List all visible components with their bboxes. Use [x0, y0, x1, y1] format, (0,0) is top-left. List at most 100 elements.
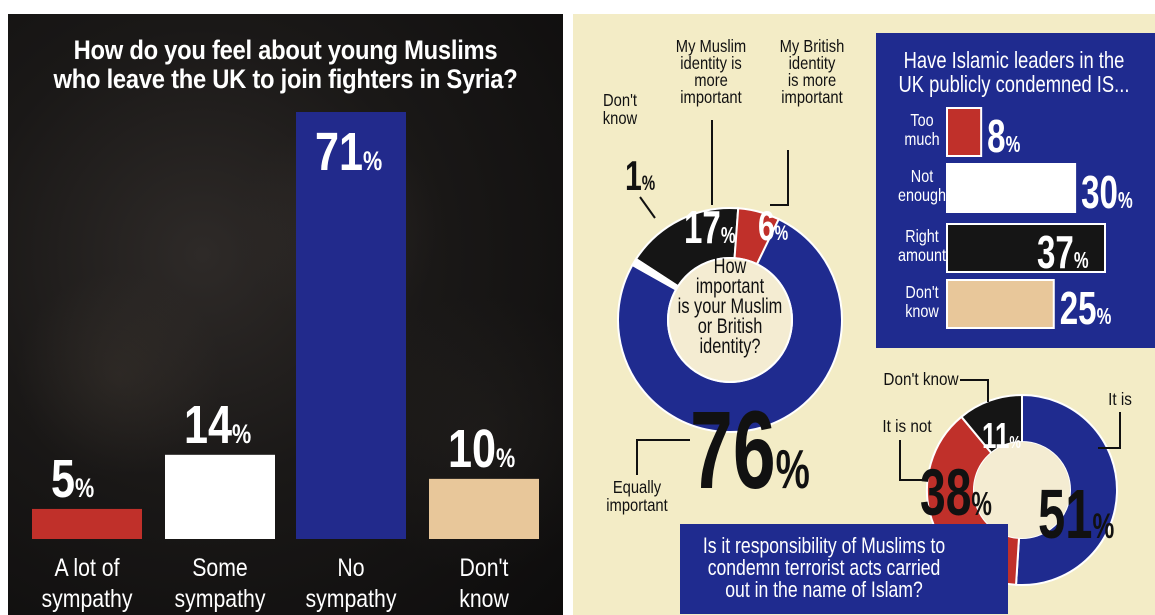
title-line-2: who leave the UK to join fighters in Syr…: [53, 64, 518, 94]
identity-value-dontknow: 1%: [625, 152, 655, 199]
identity-value-british-number: 6: [758, 202, 775, 249]
bar-value-label-3-group: 10%: [448, 419, 515, 479]
callout-muslim-line-2: more: [694, 71, 728, 91]
responsibility-value-itis-group: 51%: [1038, 474, 1114, 553]
category-label-3-group: Don't know: [459, 553, 509, 612]
leader-line-equally: [636, 439, 690, 475]
responsibility-value-dontknow-unit: %: [1009, 433, 1021, 453]
condemn-title-line-1: UK publicly condemned IS...: [899, 72, 1130, 97]
category-label-1-line-0: Some: [192, 553, 247, 581]
responsibility-value-dontknow-number: 11: [982, 416, 1009, 456]
callout-british-line-1: identity: [789, 54, 836, 74]
condemn-category-1-line-1: enough: [898, 186, 946, 206]
leader-line-itis: [1098, 412, 1121, 449]
responsibility-value-dontknow: 11%: [982, 416, 1021, 456]
identity-value-muslim-group: 17%: [684, 203, 736, 253]
condemn-category-2-line-1: amount: [898, 246, 946, 266]
bar-0: [32, 508, 142, 539]
condemn-category-0-line-1: much: [904, 130, 939, 150]
leader-line-itisnot: [899, 440, 926, 481]
identity-value-equally-group: 76%: [690, 390, 810, 513]
responsibility-question-group: Is it responsibility of Muslims tocondem…: [703, 534, 945, 602]
condemn-value-0-group: 8%: [987, 112, 1020, 162]
bar-value-label-3-number: 10: [448, 419, 496, 479]
bar-value-label-1: 14%: [184, 395, 251, 455]
condemn-bar-3: [946, 279, 1055, 329]
identity-value-british-unit: %: [775, 220, 788, 244]
bar-value-label-3-unit: %: [496, 444, 515, 474]
condemn-value-3-number: 25: [1060, 284, 1097, 334]
responsibility-value-itisnot-number: 38: [920, 456, 971, 530]
identity-value-muslim-unit: %: [721, 223, 736, 248]
responsibility-donut-center: [974, 442, 1070, 538]
category-label-3-line-0: Don't: [460, 553, 509, 581]
callout-british-line-3: important: [781, 88, 843, 108]
sympathy-chart-title: How do you feel about young Muslims who …: [41, 36, 529, 94]
label-itisnot-line-0: It is not: [882, 416, 932, 436]
identity-question-line-0: How: [714, 254, 747, 277]
category-label-3-line-1: know: [459, 584, 509, 612]
identity-value-british: 6%: [758, 202, 788, 249]
bar-value-label-0-number: 5: [51, 449, 75, 509]
identity-donut-center: [667, 257, 793, 383]
identity-question-line-1: important: [696, 274, 765, 297]
bar-value-label-2-group: 71%: [315, 123, 382, 183]
condemn-value-2-unit: %: [1074, 248, 1089, 273]
responsibility-value-itis-number: 51: [1038, 474, 1093, 553]
bar-2: [296, 112, 406, 539]
identity-value-dontknow-unit: %: [642, 170, 655, 194]
bar-value-label-2-number: 71: [315, 123, 363, 183]
bar-value-label-2: 71%: [315, 123, 382, 183]
bar-value-label-2-unit: %: [363, 147, 382, 177]
label-itis-group: It is: [1108, 389, 1132, 409]
identity-value-dontknow-number: 1: [625, 152, 642, 199]
sympathy-chart-panel: How do you feel about young Muslims who …: [8, 14, 563, 615]
responsibility-question-line-2: out in the name of Islam?: [725, 578, 922, 602]
bar-value-label-0: 5%: [51, 449, 94, 509]
condemn-bar-1: [946, 163, 1077, 213]
title-line-1: How do you feel about young Muslims: [73, 35, 498, 65]
responsibility-question-line-1: condemn terrorist acts carried: [708, 556, 941, 580]
condemn-value-2: 37%: [1037, 228, 1089, 278]
category-label-1-line-1: sympathy: [175, 584, 266, 612]
condemn-category-2-line-0: Right: [905, 227, 939, 247]
identity-value-equally-number: 76: [690, 390, 776, 513]
identity-value-equally: 76%: [690, 390, 810, 513]
callout-dontknow-line-0: Don't: [603, 91, 637, 111]
condemn-category-3-line-0: Don't: [905, 283, 939, 303]
identity-value-equally-unit: %: [776, 439, 810, 500]
condemn-value-3-group: 25%: [1060, 284, 1112, 334]
responsibility-value-itisnot-group: 38%: [920, 456, 992, 530]
bar-value-label-3: 10%: [448, 419, 515, 479]
label-dontknow-group: Don't know: [883, 369, 959, 389]
identity-question-line-2: is your Muslim: [678, 294, 783, 317]
bar-value-label-0-group: 5%: [51, 449, 94, 509]
callout-equally-line-1: important: [606, 496, 668, 516]
condemn-category-1-line-0: Not: [911, 167, 934, 187]
callout-british-line-0: My British: [780, 37, 845, 57]
responsibility-value-itis: 51%: [1038, 474, 1114, 553]
callout-muslim-line-3: important: [680, 88, 742, 108]
condemn-title-line-0: Have Islamic leaders in the: [904, 48, 1125, 73]
label-dontknow-line-0: Don't know: [883, 369, 959, 389]
callout-muslim-line-0: My Muslim: [676, 37, 746, 57]
responsibility-value-itisnot-unit: %: [971, 486, 992, 523]
bar-value-label-0-unit: %: [75, 474, 94, 504]
condemn-value-1-unit: %: [1118, 188, 1133, 213]
condemn-bar-2: [946, 223, 1106, 273]
condemn-value-0-unit: %: [1006, 132, 1021, 157]
bar-3: [429, 478, 539, 539]
sympathy-bar-chart: 5% A lot of sympathy 14% Some sympathy 71% No sy…: [32, 112, 539, 612]
category-label-1-group: Some sympathy: [175, 553, 266, 612]
leader-line-dontknow: [639, 196, 656, 219]
identity-value-british-group: 6%: [758, 202, 788, 249]
label-itis-line-0: It is: [1108, 389, 1132, 409]
callout-equally-line-0: Equally: [613, 478, 662, 498]
